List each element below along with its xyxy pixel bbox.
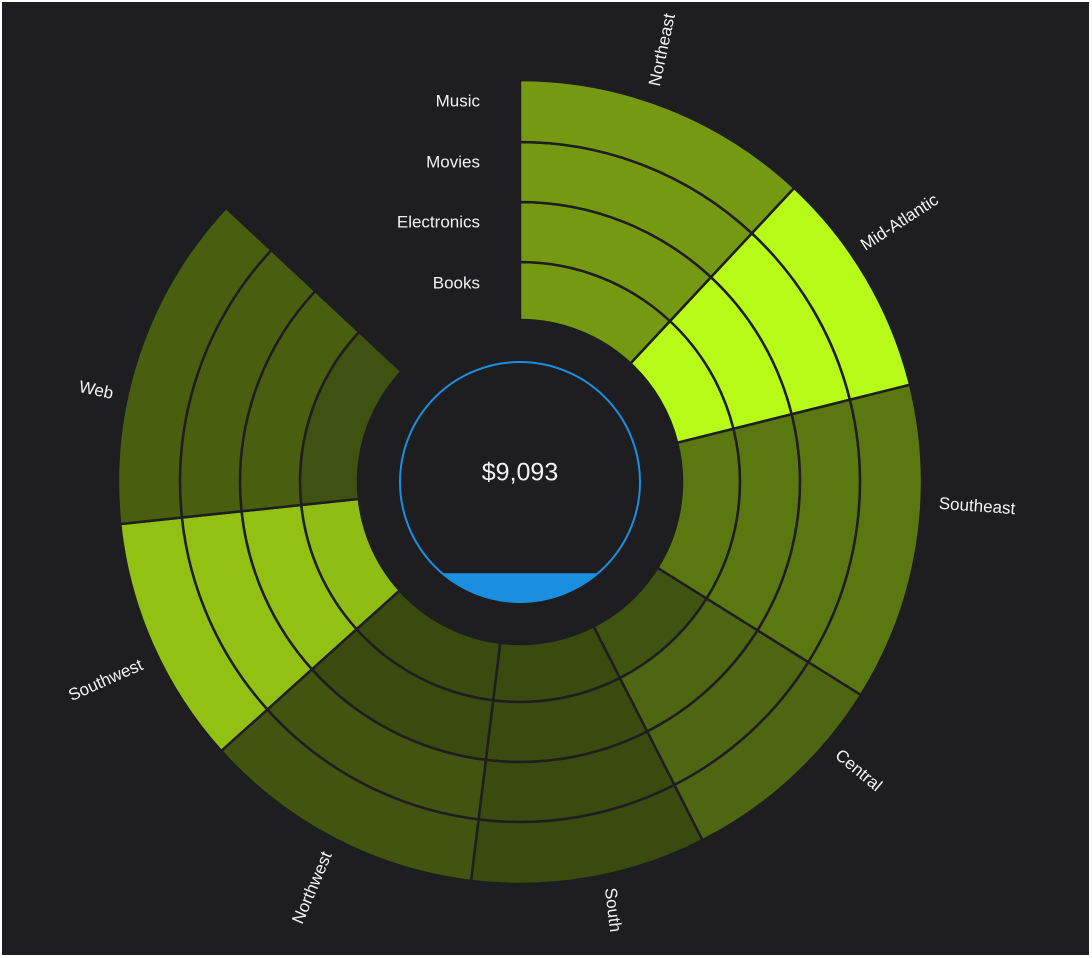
segment-label-northeast: Northeast	[645, 11, 679, 87]
segment-label-central: Central	[832, 745, 886, 795]
ring-cells	[116, 78, 924, 886]
segment-label-northwest: Northwest	[288, 848, 335, 926]
segment-label-mid-atlantic: Mid-Atlantic	[857, 190, 942, 255]
segment-label-web: Web	[77, 377, 115, 403]
segment-label-southeast: Southeast	[938, 494, 1016, 518]
cell-web-music[interactable]	[116, 206, 274, 526]
gauge-ring	[399, 361, 641, 603]
segment-label-south: South	[601, 887, 625, 933]
category-labels: Music Movies Electronics Books	[397, 91, 481, 292]
gauge-fill	[400, 573, 640, 602]
segment-label-southwest: Southwest	[65, 655, 145, 705]
row-label-music: Music	[436, 91, 481, 110]
row-label-books: Books	[433, 273, 480, 292]
center-gauge: $9,093	[399, 361, 641, 603]
total-value: $9,093	[482, 459, 558, 487]
row-label-movies: Movies	[426, 152, 480, 171]
row-label-electronics: Electronics	[397, 212, 480, 231]
